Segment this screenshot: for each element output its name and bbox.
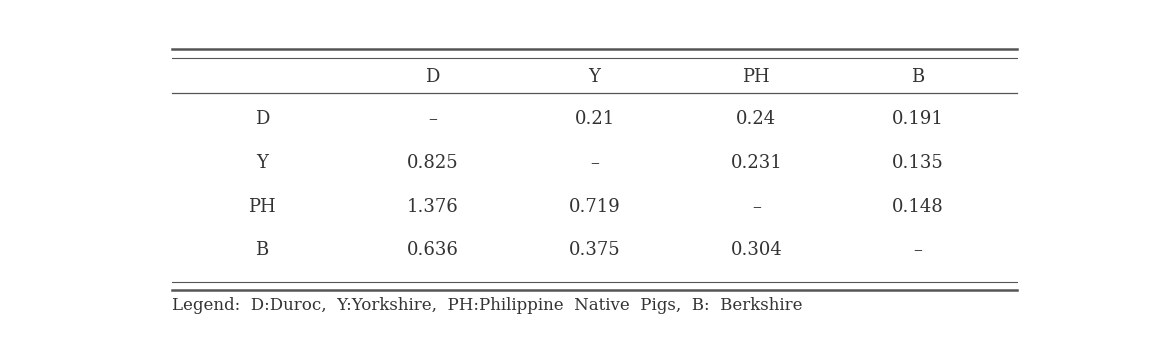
Text: 0.24: 0.24 (737, 110, 776, 128)
Text: 0.719: 0.719 (568, 198, 621, 215)
Text: D: D (255, 110, 269, 128)
Text: Y: Y (588, 68, 601, 86)
Text: 0.375: 0.375 (568, 241, 621, 260)
Text: PH: PH (742, 68, 770, 86)
Text: 0.191: 0.191 (892, 110, 944, 128)
Text: PH: PH (248, 198, 276, 215)
Text: D: D (426, 68, 440, 86)
Text: 0.148: 0.148 (892, 198, 944, 215)
Text: –: – (914, 241, 922, 260)
Text: 0.135: 0.135 (892, 154, 944, 172)
Text: 1.376: 1.376 (407, 198, 458, 215)
Text: Legend:  D:Duroc,  Y:Yorkshire,  PH:Philippine  Native  Pigs,  B:  Berkshire: Legend: D:Duroc, Y:Yorkshire, PH:Philipp… (172, 296, 803, 313)
Text: Y: Y (256, 154, 268, 172)
Text: 0.304: 0.304 (731, 241, 782, 260)
Text: B: B (255, 241, 268, 260)
Text: 0.636: 0.636 (407, 241, 458, 260)
Text: –: – (428, 110, 437, 128)
Text: 0.21: 0.21 (574, 110, 615, 128)
Text: B: B (912, 68, 925, 86)
Text: 0.231: 0.231 (731, 154, 782, 172)
Text: –: – (752, 198, 761, 215)
Text: 0.825: 0.825 (407, 154, 458, 172)
Text: –: – (590, 154, 599, 172)
